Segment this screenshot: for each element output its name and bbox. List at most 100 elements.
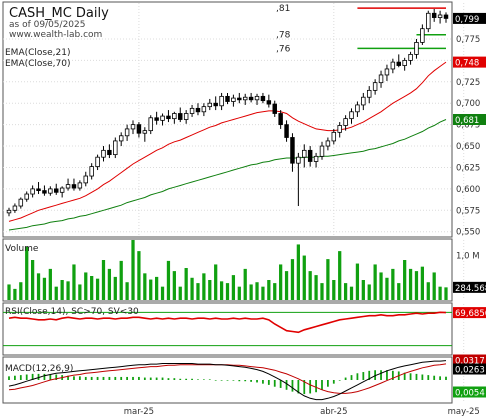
macd-hist-bar <box>96 376 99 380</box>
candle-body <box>65 184 71 189</box>
candle-body <box>95 156 100 168</box>
rsi-lines <box>3 311 452 347</box>
volume-bar <box>373 264 377 300</box>
volume-bar <box>391 268 395 300</box>
candle-body <box>207 102 213 108</box>
chart-title: CASH_MC Daily <box>9 6 109 21</box>
volume-bar <box>361 280 365 300</box>
ema21-tag-bg <box>453 56 486 68</box>
volume-bar <box>296 244 300 300</box>
macd-hist-bar <box>202 379 205 380</box>
rsi-axis: 69,6856 <box>453 307 490 319</box>
candle-body <box>313 155 319 162</box>
volume-bar <box>255 282 259 300</box>
macd-hist-bar <box>439 376 441 380</box>
volume-bar <box>13 288 17 300</box>
volume-bar <box>367 284 371 300</box>
candle-body <box>431 12 437 18</box>
volume-bar <box>219 281 224 300</box>
volume-bar <box>225 283 230 300</box>
volume-bar <box>184 268 188 300</box>
volume-bar <box>101 260 106 300</box>
volume-bar <box>143 273 147 300</box>
resistance-label: ,81 <box>276 4 290 14</box>
ema70-line <box>8 119 447 231</box>
price-panel-frame <box>2 1 453 238</box>
macd-hist-bar <box>362 372 365 380</box>
volume-bar <box>190 277 194 300</box>
x-tick-label: abr-25 <box>320 407 347 417</box>
ema21-tag: 0,748 <box>455 59 479 69</box>
candle-body <box>54 188 59 193</box>
macd-hist-bar <box>297 380 300 394</box>
volume-bar <box>249 284 253 300</box>
candle-body <box>408 53 413 61</box>
candle-body <box>254 95 260 101</box>
volume-bar <box>90 276 94 300</box>
macd-hist-bar <box>78 376 81 380</box>
candle-body <box>71 184 77 189</box>
candle-body <box>420 28 425 43</box>
ema70-tag-bg <box>453 114 486 125</box>
volume-bar <box>202 273 206 300</box>
candle-body <box>296 156 301 164</box>
volume-bar <box>332 280 336 300</box>
candle-body <box>12 205 18 211</box>
candle-body <box>130 124 136 130</box>
level-lines: ,81 ,78 ,76 <box>276 4 446 54</box>
volume-bar <box>444 287 448 300</box>
macd-hist-bar <box>197 379 199 380</box>
volume-bars <box>7 240 448 300</box>
macd-hist-bar <box>149 377 152 380</box>
candle-body <box>178 113 183 120</box>
volume-bar <box>355 263 360 300</box>
rsi-last-tag-bg <box>453 307 486 319</box>
volume-bar <box>290 259 295 300</box>
macd-hist-bar <box>25 374 28 380</box>
macd-hist-bar <box>250 380 253 382</box>
candle-body <box>142 130 148 134</box>
macd-hist-bar <box>391 370 394 380</box>
candle-body <box>378 74 384 84</box>
price-tick-label: 0,700 <box>456 99 480 109</box>
volume-bar <box>137 251 141 300</box>
rsi-line <box>8 311 447 334</box>
candle-body <box>231 97 236 102</box>
macd-hist-bar <box>368 370 371 380</box>
candle-body <box>366 89 372 98</box>
candle-body <box>260 95 266 102</box>
volume-bar <box>160 286 165 300</box>
candle-body <box>195 107 201 113</box>
support-2-label: ,76 <box>276 44 291 54</box>
macd-hist-bar <box>350 375 353 380</box>
candle-body <box>349 111 354 120</box>
rsi-title: RSI(Close,14), SC>70, SV<30 <box>5 307 139 317</box>
candle-body <box>24 193 29 200</box>
macd-hist-bar <box>120 376 123 380</box>
volume-bar <box>66 281 70 300</box>
ema-lines <box>8 61 447 231</box>
candle-body <box>284 124 289 138</box>
volume-bar <box>243 268 247 300</box>
macd-lines <box>8 360 447 401</box>
candles <box>6 8 449 217</box>
price-tick-label: 0,650 <box>456 142 480 152</box>
macd-title: MACD(12,26,9) <box>5 364 73 374</box>
macd-hist-bar <box>179 378 182 380</box>
volume-panel-frame <box>2 238 453 302</box>
signal-last-tag-bg <box>453 363 486 375</box>
macd-hist-bar <box>374 370 377 380</box>
macd-hist-bar <box>108 376 111 380</box>
volume-bar <box>273 283 277 300</box>
volume-bar <box>30 260 35 300</box>
volume-bar <box>320 283 324 300</box>
candle-body <box>319 145 325 157</box>
macd-hist-bar <box>309 380 312 394</box>
volume-bar <box>42 277 47 300</box>
candle-body <box>426 12 431 30</box>
macd-hist-bar <box>256 380 258 383</box>
x-axis: mar-25 abr-25 may-25 <box>124 407 480 417</box>
rsi-panel: 69,6856 RSI(Close,14), SC>70, SV<30 <box>2 302 490 356</box>
candle-body <box>390 61 396 70</box>
